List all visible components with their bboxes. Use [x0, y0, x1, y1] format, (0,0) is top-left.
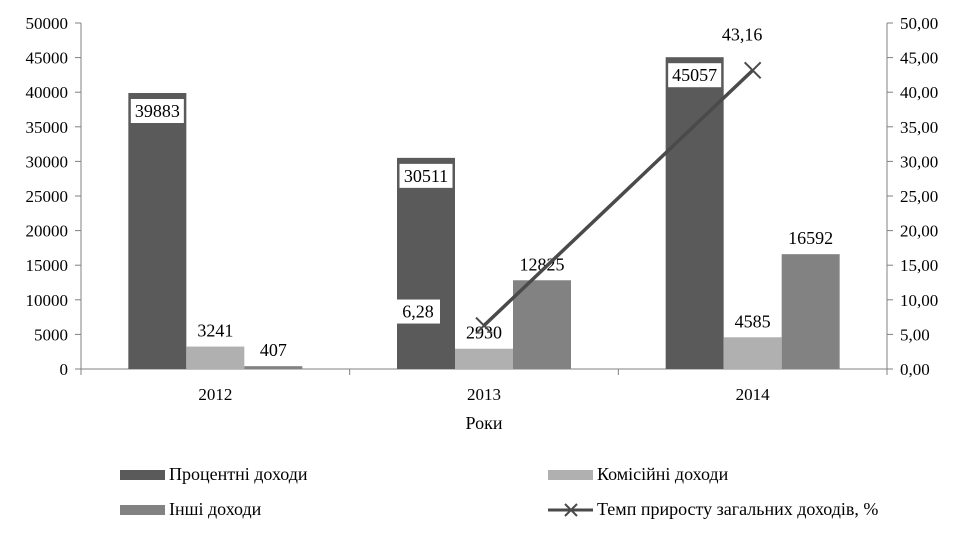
legend-label-commission-income: Комісійні доходи: [597, 464, 729, 484]
bar-interest-income: [397, 157, 455, 369]
y-tick-label: 40000: [26, 83, 69, 102]
data-label-bg: [399, 163, 453, 188]
y-tick-label: 5000: [34, 325, 68, 344]
data-label-bg: [396, 299, 440, 324]
data-label-growth-rate: 6,28: [402, 302, 434, 322]
data-label-other-income: 407: [260, 340, 287, 360]
data-label-bg: [715, 22, 769, 47]
data-label-bg: [784, 226, 838, 251]
data-label-bg: [255, 338, 291, 363]
legend-item-interest-income: Процентні доходи: [120, 464, 308, 485]
data-label-interest-income: 39883: [135, 101, 180, 121]
legend-swatch-growth-rate: [548, 502, 593, 517]
y2-tick-label: 40,00: [900, 83, 938, 102]
growth-rate-marker: [475, 316, 493, 335]
bar-other-income: [513, 280, 571, 369]
bar-commission-income: [723, 337, 782, 369]
y2-tick-label: 45,00: [900, 49, 938, 68]
data-label-bg: [193, 318, 238, 343]
y-tick-label: 25000: [26, 187, 69, 206]
y-tick-label: 50000: [26, 14, 69, 33]
bar-interest-income: [128, 93, 187, 369]
legend-item-other-income: Інші доходи: [120, 499, 261, 520]
data-label-other-income: 16592: [788, 228, 833, 248]
y-tick-label: 30000: [26, 152, 69, 171]
y2-tick-label: 25,00: [900, 187, 938, 206]
y2-tick-label: 50,00: [900, 14, 938, 33]
data-label-bg: [130, 99, 184, 124]
x-tick-label: 2014: [736, 385, 771, 404]
legend-swatch-other-income: [120, 504, 165, 515]
legend-swatch-commission-income: [548, 469, 593, 480]
y-tick-label: 15000: [26, 256, 69, 275]
legend-label-interest-income: Процентні доходи: [169, 464, 308, 484]
legend-item-growth-rate: Темп приросту загальних доходів, %: [548, 499, 878, 520]
growth-rate-line: [482, 69, 754, 327]
bar-other-income: [244, 366, 303, 369]
legend-swatch-interest-income: [120, 469, 165, 480]
legend-item-commission-income: Комісійні доходи: [548, 464, 728, 485]
data-label-commission-income: 4585: [735, 311, 771, 331]
bar-other-income: [781, 254, 840, 369]
data-label-interest-income: 30511: [404, 166, 448, 186]
y2-tick-label: 0,00: [900, 360, 930, 379]
x-tick-label: 2012: [198, 385, 232, 404]
chart: 0 5000 10000 15000 20000 25000 30000 35000 40000…: [26, 14, 939, 433]
y2-tick-label: 15,00: [900, 256, 938, 275]
legend-label-other-income: Інші доходи: [169, 499, 262, 519]
y-tick-label: 35000: [26, 118, 69, 137]
y2-tick-label: 20,00: [900, 222, 938, 241]
y2-tick-label: 30,00: [900, 152, 938, 171]
data-label-interest-income: 45057: [672, 65, 717, 85]
y-tick-label: 0: [60, 360, 69, 379]
y2-tick-label: 10,00: [900, 291, 938, 310]
legend: Процентні доходи Комісійні доходи Інші д…: [0, 455, 964, 535]
data-label-commission-income: 2930: [466, 323, 502, 343]
y2-tick-label: 35,00: [900, 118, 938, 137]
data-label-growth-rate: 43,16: [722, 24, 763, 44]
x-tick-label: 2013: [467, 385, 501, 404]
bar-commission-income: [455, 348, 513, 369]
data-label-bg: [668, 63, 722, 88]
data-label-commission-income: 3241: [197, 321, 233, 341]
data-label-bg: [730, 309, 775, 334]
y-tick-label: 20000: [26, 222, 69, 241]
legend-label-growth-rate: Темп приросту загальних доходів, %: [597, 499, 879, 519]
y-tick-label: 10000: [26, 291, 69, 310]
bar-commission-income: [186, 346, 245, 369]
y-tick-label: 45000: [26, 49, 69, 68]
y2-tick-label: 5,00: [900, 325, 930, 344]
x-axis-title: Роки: [466, 413, 503, 433]
growth-rate-marker: [743, 61, 762, 80]
